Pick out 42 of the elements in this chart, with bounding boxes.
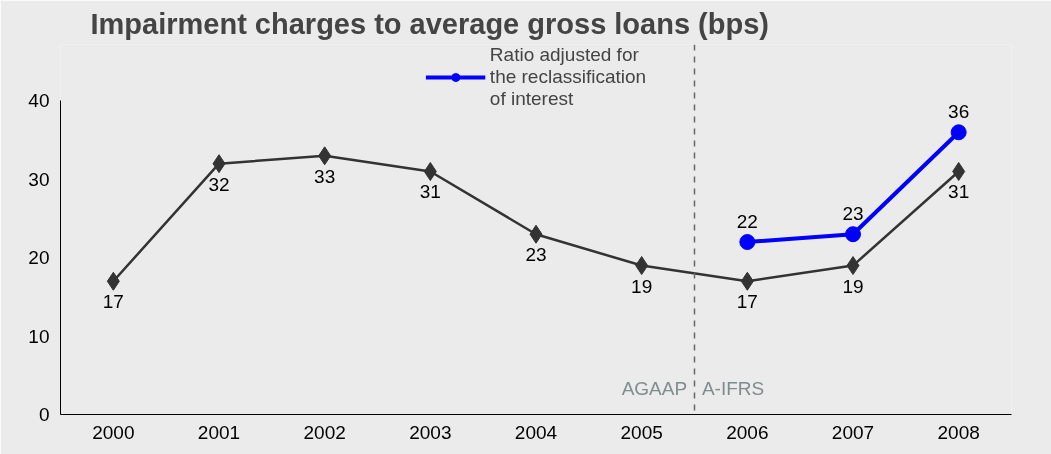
x-tick-label: 2003 (409, 421, 452, 443)
data-label: 19 (631, 275, 653, 297)
data-label: 17 (102, 291, 124, 313)
point (212, 154, 226, 174)
data-label: 32 (208, 173, 230, 195)
point (739, 234, 756, 251)
x-tick-label: 2005 (620, 421, 663, 443)
x-tick-label: 2007 (831, 421, 875, 443)
y-tick-label: 40 (28, 90, 50, 112)
legend-label: Ratio adjusted for the reclassification of interest (489, 44, 647, 110)
point (952, 161, 966, 181)
x-tick-label: 2006 (726, 421, 769, 443)
point (529, 224, 543, 244)
x-tick-label: 2008 (937, 421, 980, 443)
data-label: 19 (842, 275, 864, 297)
point (423, 161, 437, 181)
data-label: 23 (525, 244, 547, 266)
y-tick-label: 30 (28, 168, 50, 190)
point (635, 256, 649, 276)
annotation: A-IFRS (701, 377, 765, 399)
x-tick-label: 2002 (303, 421, 346, 443)
point (740, 271, 754, 291)
point (846, 256, 860, 276)
y-tick-label: 0 (38, 404, 50, 425)
point (845, 226, 861, 243)
data-label: 31 (948, 181, 970, 203)
x-tick-label: 2004 (514, 421, 558, 443)
data-label: 31 (419, 181, 441, 203)
data-label: 33 (314, 165, 336, 187)
annotation: AGAAP (621, 377, 688, 399)
y-tick-label: 20 (28, 247, 50, 269)
point (318, 146, 332, 166)
point (106, 271, 120, 291)
x-tick-label: 2001 (197, 421, 241, 443)
y-tick-label: 10 (28, 325, 50, 347)
data-label: 22 (736, 211, 758, 233)
data-label: 17 (736, 291, 758, 313)
point (950, 124, 967, 141)
chart-title: Impairment charges to average gross loans (bps) (90, 7, 769, 40)
x-tick-label: 2000 (92, 421, 135, 443)
data-label: 36 (948, 101, 970, 123)
data-label: 23 (842, 203, 864, 225)
